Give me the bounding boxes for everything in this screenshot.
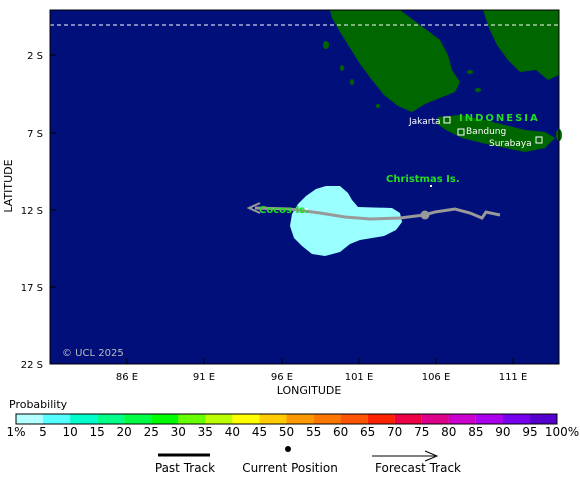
sumatra-landmass: [330, 10, 460, 112]
legend-label: 60: [333, 425, 348, 439]
legend-label: 20: [117, 425, 132, 439]
x-tick-label: 101 E: [345, 372, 374, 383]
legend-label: 85: [468, 425, 483, 439]
jakarta-marker: [443, 116, 451, 124]
label-jakarta: Jakarta: [408, 117, 440, 127]
legend-swatch: [178, 414, 206, 424]
christmas-island-marker: [430, 185, 432, 187]
legend-swatch: [475, 414, 503, 424]
probability-cone: [290, 186, 402, 256]
y-axis-title: LATITUDE: [2, 159, 15, 212]
borneo-landmass: [483, 10, 559, 80]
island-nias: [323, 41, 329, 49]
legend-label: 5: [39, 425, 47, 439]
legend-swatch: [394, 414, 422, 424]
forecast-track-arrow-icon: [424, 450, 439, 462]
y-axis: [50, 54, 56, 288]
legend-label: 90: [495, 425, 510, 439]
y-tick-label: 2 S: [27, 51, 43, 62]
past-track-line: [423, 207, 501, 220]
map-frame: [49, 9, 560, 365]
current-position-symbol: [285, 446, 291, 452]
x-tick-label: 91 E: [193, 372, 215, 383]
legend-swatch: [259, 414, 287, 424]
x-tick-label: 106 E: [422, 372, 451, 383]
label-surabaya: Surabaya: [489, 139, 532, 149]
current-position-label: Current Position: [242, 461, 338, 475]
legend-label: 80: [441, 425, 456, 439]
x-tick-label: 96 E: [271, 372, 293, 383]
island-enggano: [376, 104, 380, 108]
legend-label: 55: [306, 425, 321, 439]
legend-label: 1%: [6, 425, 25, 439]
legend-swatch: [124, 414, 152, 424]
x-axis: [126, 358, 514, 364]
legend-swatch: [151, 414, 179, 424]
forecast-track-arrowhead: [246, 202, 261, 214]
legend-swatch: [367, 414, 395, 424]
label-cocos-island: Cocos Is.: [259, 205, 309, 216]
copyright-text: © UCL 2025: [62, 348, 124, 359]
y-tick-label: 22 S: [21, 360, 43, 371]
y-tick-label: 17 S: [21, 283, 43, 294]
legend-label: 95: [522, 425, 537, 439]
surabaya-marker: [535, 136, 543, 144]
past-track-label: Past Track: [155, 461, 215, 475]
x-tick-label: 111 E: [499, 372, 528, 383]
ocean-area: [50, 10, 559, 364]
legend-label: 15: [90, 425, 105, 439]
y-tick-label: 12 S: [21, 206, 43, 217]
legend-label: 40: [225, 425, 240, 439]
label-bandung: Bandung: [466, 127, 506, 137]
island-bangka: [467, 70, 473, 74]
legend-label: 75: [414, 425, 429, 439]
legend-swatch: [43, 414, 71, 424]
legend-label: 65: [360, 425, 375, 439]
legend-label: 50: [279, 425, 294, 439]
bandung-marker: [457, 128, 465, 136]
legend-label: 10: [62, 425, 77, 439]
x-axis-title: LONGITUDE: [277, 384, 342, 397]
probability-color-scale: [15, 413, 558, 425]
legend-swatch: [70, 414, 98, 424]
legend-swatch: [16, 414, 44, 424]
island-belitung: [475, 88, 481, 92]
legend-swatch: [340, 414, 368, 424]
legend-swatch: [286, 414, 314, 424]
legend-scale-border: [15, 413, 558, 425]
legend-swatch: [502, 414, 530, 424]
legend-label: 45: [252, 425, 267, 439]
forecast-track-line: [254, 206, 425, 221]
y-tick-label: 7 S: [27, 129, 43, 140]
java-landmass: [436, 115, 555, 152]
legend-label: 30: [171, 425, 186, 439]
legend-swatch: [232, 414, 260, 424]
island-siberut: [340, 65, 344, 71]
legend-swatch: [97, 414, 125, 424]
legend-label: 70: [387, 425, 402, 439]
legend-title: Probability: [9, 398, 68, 411]
forecast-track-label: Forecast Track: [375, 461, 461, 475]
label-indonesia: INDONESIA: [459, 113, 540, 124]
legend-label: 100%: [545, 425, 579, 439]
cocos-island-marker: [305, 208, 308, 211]
probability-scale-labels: 1% 5 10 15 20 25 30 35 40 45 50 55 60 65 70 75 80 85 90 95 1…: [6, 425, 579, 439]
legend-label: 35: [198, 425, 213, 439]
legend-swatch: [205, 414, 233, 424]
label-christmas-island: Christmas Is.: [386, 174, 460, 185]
legend-swatch: [448, 414, 476, 424]
legend-swatch: [530, 414, 558, 424]
legend-swatch: [313, 414, 341, 424]
current-position-marker: [420, 210, 430, 220]
legend-label: 25: [144, 425, 159, 439]
x-tick-label: 86 E: [116, 372, 138, 383]
legend-swatch: [421, 414, 449, 424]
island-sipora: [350, 79, 354, 85]
